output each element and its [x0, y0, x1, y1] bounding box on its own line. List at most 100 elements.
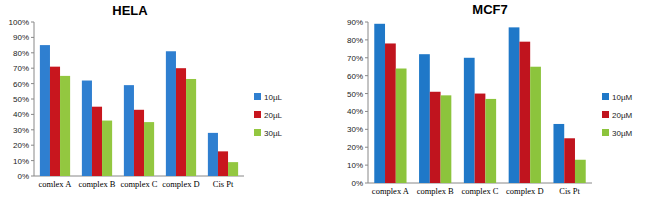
y-tick — [31, 68, 34, 69]
bar — [60, 76, 70, 176]
bar — [564, 138, 575, 183]
x-tick-label: Cis Pt — [213, 179, 234, 189]
y-tick — [31, 114, 34, 115]
y-tick-label: 50% — [347, 90, 363, 99]
y-tick-label: 20% — [13, 141, 29, 150]
x-tick-label: complex B — [78, 179, 115, 189]
legend-swatch — [254, 93, 261, 100]
bar — [575, 160, 586, 183]
bar — [166, 51, 176, 176]
y-tick — [365, 111, 368, 112]
x-tick-label: complex D — [506, 186, 544, 196]
bar — [218, 151, 228, 176]
bar — [92, 107, 102, 176]
y-tick — [365, 75, 368, 76]
bar — [228, 162, 238, 176]
y-tick — [31, 83, 34, 84]
y-tick-label: 70% — [13, 64, 29, 73]
y-tick — [365, 93, 368, 94]
y-tick-label: 80% — [347, 36, 363, 45]
legend-label: 20µL — [264, 111, 283, 120]
y-tick — [365, 147, 368, 148]
x-tick-label: Cis Pt — [559, 186, 580, 196]
y-tick — [31, 176, 34, 177]
y-tick-label: 40% — [13, 110, 29, 119]
y-tick — [365, 165, 368, 166]
bar — [186, 79, 196, 176]
y-tick-label: 70% — [347, 54, 363, 63]
y-tick-label: 0% — [351, 179, 363, 188]
y-tick-label: 100% — [9, 18, 29, 27]
legend-swatch — [602, 93, 609, 100]
y-tick-label: 20% — [347, 143, 363, 152]
bar — [176, 68, 186, 176]
bar — [50, 67, 60, 176]
legend-label: 30µM — [612, 129, 633, 138]
y-tick — [31, 145, 34, 146]
bar — [144, 122, 154, 176]
bar — [134, 110, 144, 176]
figure: HELA 0% 10% 20% 30% 40% 50% 60% 70% 80% 90% 100% com… — [0, 0, 658, 204]
chart: HELA 0% 10% 20% 30% 40% 50% 60% 70% 80% 90% 100% com… — [9, 3, 283, 189]
legend-swatch — [254, 129, 261, 136]
x-tick-label: complex A — [372, 186, 410, 196]
bar — [553, 124, 564, 183]
y-tick-label: 60% — [13, 80, 29, 89]
bar — [40, 45, 50, 176]
y-tick-label: 30% — [347, 125, 363, 134]
bar — [530, 67, 541, 183]
y-tick-label: 60% — [347, 72, 363, 81]
bar — [102, 121, 112, 176]
legend-swatch — [602, 129, 609, 136]
y-tick-label: 40% — [347, 107, 363, 116]
x-tick-label: complex C — [120, 179, 157, 189]
y-tick — [365, 129, 368, 130]
y-tick — [31, 99, 34, 100]
y-tick — [31, 37, 34, 38]
bar — [475, 94, 486, 183]
legend-label: 30µL — [264, 129, 283, 138]
y-tick-label: 10% — [13, 157, 29, 166]
bar — [509, 27, 520, 183]
y-tick-label: 30% — [13, 126, 29, 135]
y-tick — [365, 22, 368, 23]
bar — [430, 92, 441, 183]
bars — [40, 45, 238, 176]
legend-swatch — [254, 111, 261, 118]
bar — [208, 133, 218, 176]
y-tick-label: 10% — [347, 161, 363, 170]
y-tick-label: 90% — [13, 33, 29, 42]
y-tick — [365, 57, 368, 58]
legend-label: 20µM — [612, 111, 633, 120]
x-tick-label: complex C — [461, 186, 498, 196]
x-tick-label: complex D — [162, 179, 200, 189]
bars — [374, 24, 585, 183]
bar — [441, 95, 452, 183]
x-tick-label: complex B — [417, 186, 454, 196]
title: HELA — [112, 3, 148, 18]
y-tick-label: 50% — [13, 95, 29, 104]
y-tick-label: 80% — [13, 49, 29, 58]
y-axis — [368, 22, 369, 183]
y-tick — [365, 183, 368, 184]
bar — [396, 69, 407, 183]
bar — [385, 43, 396, 183]
y-tick-label: 90% — [347, 18, 363, 27]
legend-swatch — [602, 111, 609, 118]
bar — [124, 85, 134, 176]
title: MCF7 — [472, 2, 507, 17]
y-tick — [31, 160, 34, 161]
bar — [464, 58, 475, 183]
x-tick-label: comlex A — [39, 179, 73, 189]
y-tick — [31, 52, 34, 53]
bar — [485, 99, 496, 183]
chart: MCF7 0% 10% 20% 30% 40% 50% 60% 70% 80% 90% complex… — [347, 2, 633, 196]
chart-root: HELA 0% 10% 20% 30% 40% 50% 60% 70% 80% 90% 100% com… — [0, 0, 658, 204]
y-tick — [31, 22, 34, 23]
y-tick — [365, 39, 368, 40]
y-tick-label: 0% — [17, 172, 29, 181]
legend-label: 10µM — [612, 93, 633, 102]
bar — [419, 54, 430, 183]
y-tick — [31, 129, 34, 130]
bar — [82, 81, 92, 176]
